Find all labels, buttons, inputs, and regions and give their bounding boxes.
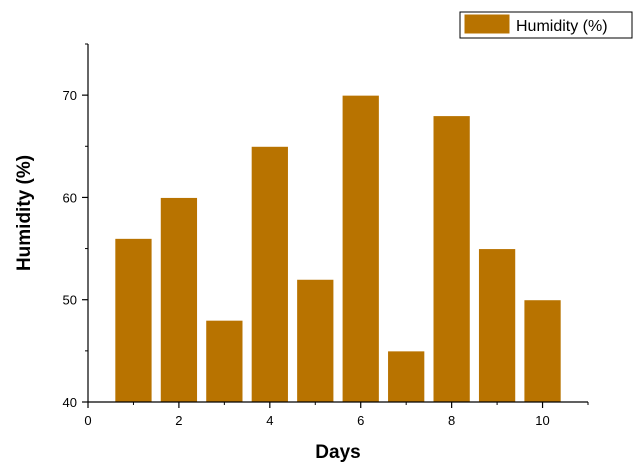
y-ticks-group: 40 50 60 70 bbox=[63, 43, 88, 410]
legend: Humidity (%) bbox=[459, 11, 633, 39]
bar-day-9 bbox=[477, 248, 517, 403]
bar-day-1 bbox=[114, 237, 153, 403]
y-axis-title: Humidity (%) bbox=[14, 155, 35, 271]
bar-day-8 bbox=[432, 115, 471, 403]
x-ticks-group: 0 2 4 6 8 10 bbox=[84, 402, 589, 428]
axes-group bbox=[87, 44, 588, 403]
y-tick-label-50: 50 bbox=[63, 293, 77, 308]
y-tick-label-70: 70 bbox=[63, 88, 77, 103]
x-tick-label-6: 6 bbox=[357, 413, 364, 428]
bar-day-2 bbox=[159, 196, 199, 403]
x-axis-title: Days bbox=[315, 442, 360, 463]
bar-day-4 bbox=[250, 145, 289, 403]
bar-day-6 bbox=[341, 94, 380, 403]
bar-day-3 bbox=[205, 319, 244, 403]
bar-day-5 bbox=[296, 278, 335, 403]
y-tick-label-60: 60 bbox=[63, 190, 77, 205]
x-tick-label-0: 0 bbox=[84, 413, 91, 428]
x-tick-label-8: 8 bbox=[448, 413, 455, 428]
x-tick-label-10: 10 bbox=[535, 413, 549, 428]
y-tick-label-40: 40 bbox=[63, 395, 77, 410]
bar-day-7 bbox=[387, 350, 426, 403]
legend-swatch bbox=[463, 13, 511, 35]
legend-label: Humidity (%) bbox=[516, 18, 608, 35]
bar-day-10 bbox=[523, 299, 562, 403]
x-tick-label-2: 2 bbox=[175, 413, 182, 428]
x-tick-label-4: 4 bbox=[266, 413, 273, 428]
bars-group bbox=[114, 94, 562, 403]
